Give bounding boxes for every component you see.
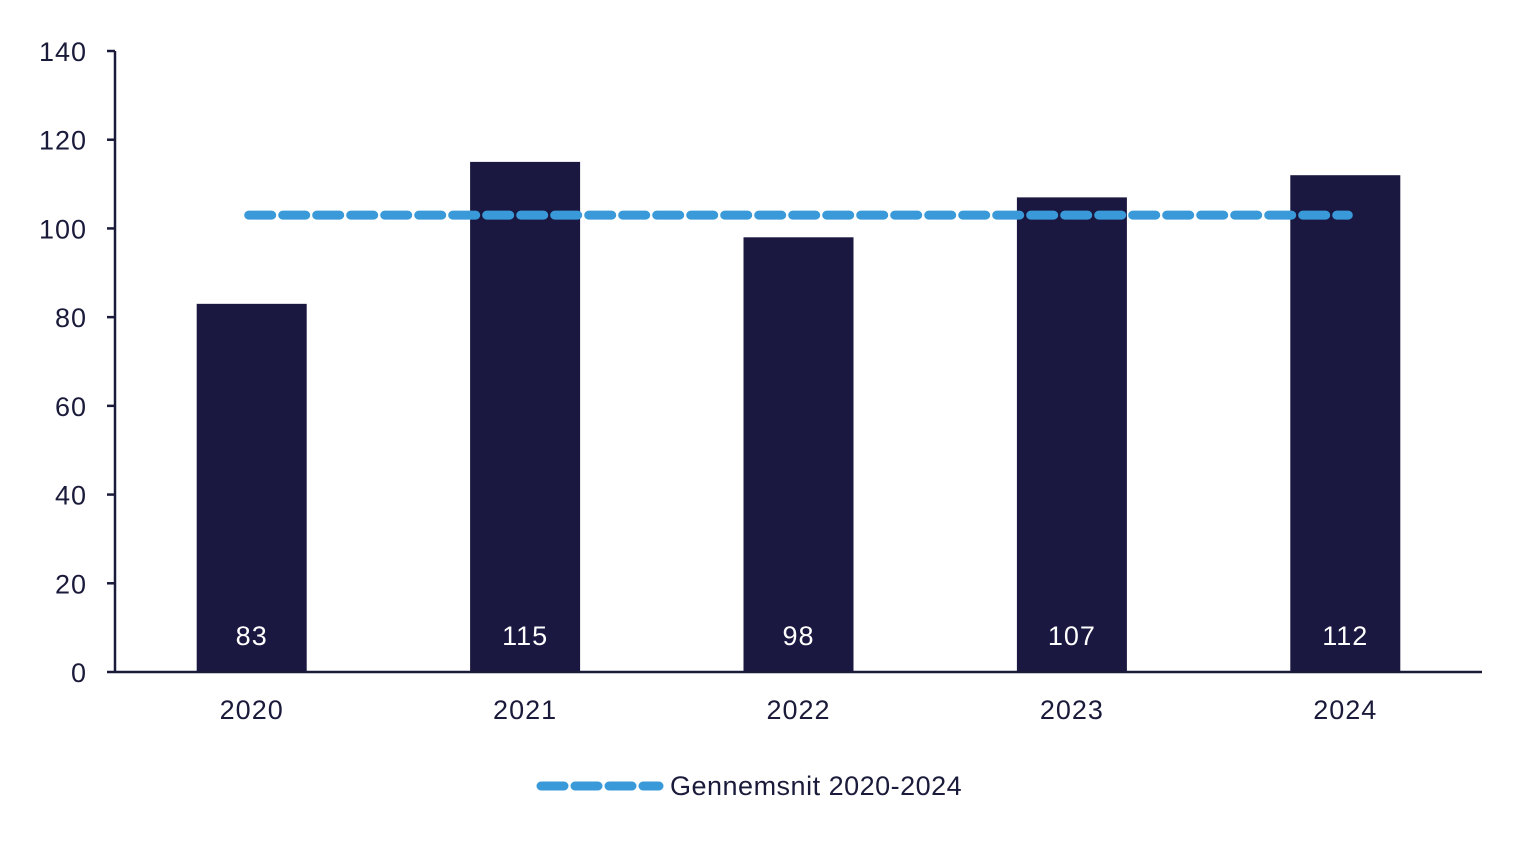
bar-2021 — [470, 161, 581, 672]
y-tick-label: 40 — [55, 481, 87, 511]
x-ticks-group: 2020 2021 2022 2023 2024 — [220, 695, 1377, 725]
bar-2020 — [196, 303, 307, 672]
x-tick-label-2023: 2023 — [1040, 695, 1104, 725]
y-ticks-group: 0 20 40 60 80 100 120 140 — [39, 37, 115, 688]
bars-group — [196, 161, 1401, 673]
x-tick-label-2022: 2022 — [766, 695, 830, 725]
axes-group — [113, 51, 1482, 674]
x-tick-label-2024: 2024 — [1313, 695, 1377, 725]
y-tick-label: 20 — [55, 569, 87, 599]
data-label-2020: 83 — [236, 621, 268, 651]
bar-2024 — [1290, 175, 1401, 672]
data-label-2021: 115 — [502, 621, 548, 651]
bar-2023 — [1016, 197, 1127, 672]
y-tick-label: 60 — [55, 392, 87, 422]
y-tick-label: 140 — [39, 37, 87, 67]
y-tick-label: 120 — [39, 126, 87, 156]
data-label-2024: 112 — [1322, 621, 1368, 651]
y-tick-label: 0 — [71, 658, 87, 688]
data-label-2022: 98 — [782, 621, 814, 651]
legend-label-average: Gennemsnit 2020-2024 — [670, 771, 962, 801]
legend: Gennemsnit 2020-2024 — [536, 771, 962, 801]
bar-labels-group: 83 115 98 107 112 — [236, 621, 1368, 651]
bar-2022 — [743, 237, 854, 673]
y-tick-label: 100 — [39, 214, 87, 244]
data-label-2023: 107 — [1048, 621, 1096, 651]
x-tick-label-2020: 2020 — [220, 695, 284, 725]
x-tick-label-2021: 2021 — [493, 695, 557, 725]
y-tick-label: 80 — [55, 303, 87, 333]
